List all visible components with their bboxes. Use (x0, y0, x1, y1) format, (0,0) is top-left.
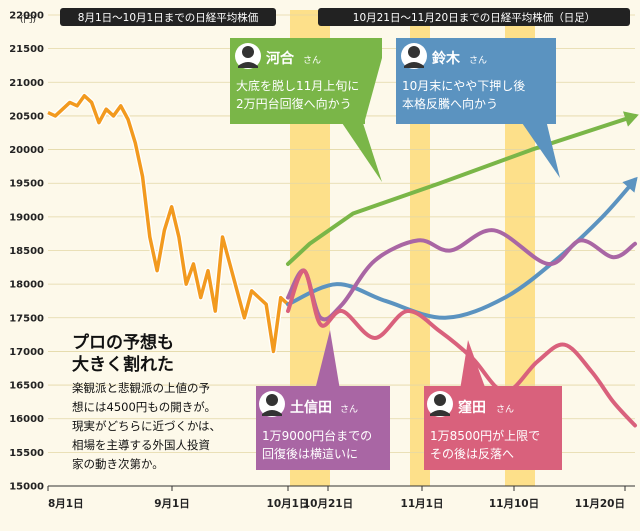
avatar-body-icon (404, 62, 424, 68)
y-tick-label: 18500 (9, 246, 44, 257)
expert-name: 土信田 (290, 399, 332, 416)
y-tick-label: 17000 (9, 347, 44, 358)
expert-callout-suzuki: 鈴木 さん 10月末にやや下押し後 本格反騰へ向かう (396, 38, 560, 178)
expert-forecast: 回復後は横這いに (262, 446, 358, 461)
expert-forecast: 10月末にやや下押し後 (402, 79, 525, 93)
avatar-body-icon (262, 410, 282, 416)
avatar-head-icon (266, 394, 278, 406)
callout-pointer (460, 340, 486, 390)
y-tick-label: 15000 (9, 482, 44, 493)
callout-pointer (340, 120, 382, 182)
expert-forecast: 2万円台回復へ向かう (236, 96, 352, 111)
y-tick-label: 19500 (9, 179, 44, 190)
series-layer (46, 92, 639, 428)
body-line: 家の動き次第か。 (72, 457, 164, 471)
body-line: 相場を主導する外国人投資 (72, 438, 210, 452)
y-tick-label: 21500 (9, 44, 44, 55)
y-tick-label: 19000 (9, 212, 44, 223)
avatar-head-icon (434, 394, 446, 406)
callout-box (396, 38, 556, 124)
expert-callout-kawai: 河合 さん 大底を脱し11月上旬に 2万円台回復へ向かう (230, 38, 382, 182)
expert-honorific: さん (303, 55, 321, 66)
x-tick-label: 8月1日 (48, 498, 84, 510)
forecast-series-line (286, 177, 637, 320)
x-tick-label: 10月1日 (267, 498, 310, 510)
actual-series-line (47, 93, 290, 354)
y-axis: 15000 15500 16000 16500 17000 17500 18000 18500… (9, 11, 44, 493)
y-tick-label: 21000 (9, 78, 44, 89)
body-line: 楽観派と悲観派の上値の予 (72, 381, 210, 395)
forecast-series-line (286, 268, 637, 428)
forecast-series-line (286, 228, 637, 322)
expert-forecast: 大底を脱し11月上旬に (236, 78, 359, 93)
expert-honorific: さん (469, 55, 487, 66)
headline-line-1: プロの予想も (72, 332, 174, 353)
headline-line-2: 大きく割れた (72, 354, 174, 375)
x-tick-label: 11月1日 (401, 498, 444, 510)
expert-forecast: 本格反騰へ向かう (402, 96, 498, 111)
expert-forecast: 1万8500円が上限で (430, 428, 540, 443)
y-axis-unit: (円) (20, 14, 36, 25)
x-tick-label: 10月21日 (303, 498, 353, 510)
forecast-arrowhead (622, 176, 638, 193)
expert-name: 窪田 (458, 399, 486, 416)
expert-forecast: 1万9000円台までの (262, 428, 372, 443)
x-tick-label: 11月10日 (489, 498, 539, 510)
y-tick-label: 20000 (9, 145, 44, 156)
callout-box (424, 386, 562, 470)
body-line: 想には4500円もの開きが。 (72, 400, 216, 414)
forecast-arrowhead (623, 111, 639, 127)
highlight-band (410, 10, 430, 486)
avatar-body-icon (238, 62, 258, 68)
expert-callout-toshinden: 土信田 さん 1万9000円台までの 回復後は横這いに (256, 330, 390, 470)
expert-honorific: さん (496, 404, 514, 415)
expert-callout-kubota: 窪田 さん 1万8500円が上限で その後は反落へ (424, 340, 562, 470)
period-label-right: 10月21日〜11月20日までの日経平均株価（日足） (353, 11, 595, 24)
expert-name: 鈴木 (432, 50, 461, 67)
y-tick-label: 15500 (9, 448, 44, 459)
avatar-body-icon (430, 410, 450, 416)
expert-forecast: その後は反落へ (430, 447, 514, 461)
period-label-left: 8月1日〜10月1日までの日経平均株価 (78, 11, 258, 24)
avatar-head-icon (408, 46, 420, 58)
expert-name: 河合 (266, 50, 295, 67)
y-tick-label: 16500 (9, 381, 44, 392)
callout-box (230, 38, 382, 124)
y-tick-label: 22000 (9, 11, 44, 22)
callout-pointer (520, 120, 560, 178)
y-tick-label: 18000 (9, 280, 44, 291)
period-label-left-bg (60, 8, 276, 26)
period-label-right-bg (318, 8, 630, 26)
y-tick-label: 20500 (9, 111, 44, 122)
callout-pointer (315, 330, 340, 390)
avatar-head-icon (242, 46, 254, 58)
x-tick-label: 11月20日 (575, 498, 625, 510)
x-tick-label: 9月1日 (154, 498, 190, 510)
y-tick-label: 17500 (9, 313, 44, 324)
y-tick-label: 16000 (9, 414, 44, 425)
callout-box (256, 386, 390, 470)
expert-honorific: さん (340, 404, 358, 415)
body-line: 現実がどちらに近づくかは、 (72, 419, 221, 433)
